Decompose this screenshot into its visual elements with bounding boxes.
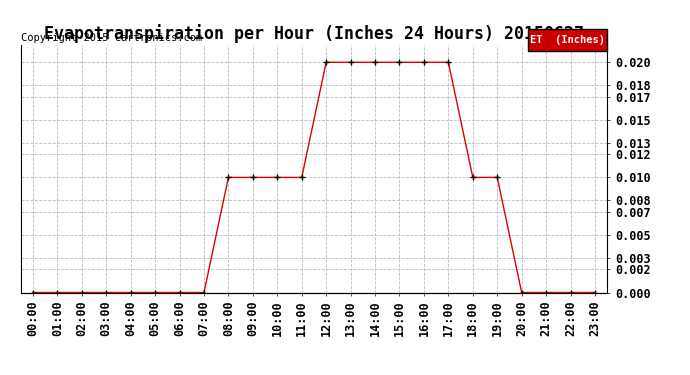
Text: ET  (Inches): ET (Inches)	[530, 35, 605, 45]
Bar	[528, 29, 607, 51]
Text: Copyright 2015 Cartronics.com: Copyright 2015 Cartronics.com	[21, 33, 202, 42]
Title: Evapotranspiration per Hour (Inches 24 Hours) 20150627: Evapotranspiration per Hour (Inches 24 H…	[44, 24, 584, 44]
